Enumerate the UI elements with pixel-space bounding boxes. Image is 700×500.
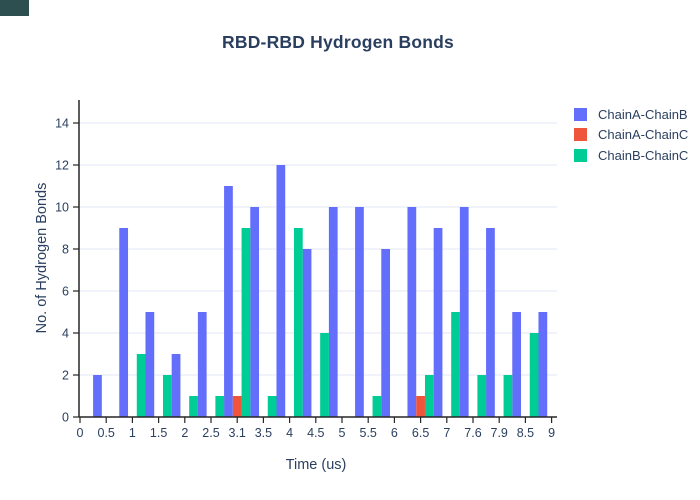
bar-ChainA-ChainB-x2[interactable]	[171, 354, 181, 417]
legend-swatch-ChainA-ChainC	[574, 128, 587, 142]
bar-ChainA-ChainB-x5.5[interactable]	[355, 207, 364, 417]
x-tick-label-3.5: 3.5	[255, 426, 272, 440]
y-tick-label-10: 10	[55, 201, 69, 215]
bar-ChainB-ChainC-x1.5[interactable]	[162, 375, 172, 417]
x-tick-label-6: 6	[391, 426, 398, 440]
bar-ChainB-ChainC-x2.5[interactable]	[215, 396, 225, 417]
x-tick-label-7.9: 7.9	[491, 426, 508, 440]
x-tick-label-5: 5	[339, 426, 346, 440]
bar-ChainA-ChainB-x9[interactable]	[538, 312, 548, 417]
bar-ChainA-ChainB-x6[interactable]	[381, 249, 391, 417]
x-tick-label-1.5: 1.5	[150, 426, 167, 440]
bar-ChainA-ChainB-x0.5[interactable]	[93, 375, 102, 417]
bar-ChainA-ChainB-x6.5[interactable]	[407, 207, 417, 417]
x-tick-label-8.5: 8.5	[517, 426, 534, 440]
legend-swatch-ChainB-ChainC	[574, 148, 587, 162]
x-tick-label-1: 1	[129, 426, 136, 440]
x-tick-label-0: 0	[77, 426, 84, 440]
bar-ChainA-ChainB-x1[interactable]	[119, 228, 129, 417]
bar-ChainB-ChainC-x8.5[interactable]	[529, 333, 539, 417]
x-tick-label-0.5: 0.5	[98, 426, 115, 440]
x-tick-label-6.5: 6.5	[412, 426, 429, 440]
x-tick-label-2.5: 2.5	[202, 426, 219, 440]
legend-swatch-ChainA-ChainB	[574, 107, 587, 121]
y-tick-label-6: 6	[62, 285, 69, 299]
y-axis-title: No. of Hydrogen Bonds	[34, 182, 50, 334]
bar-ChainB-ChainC-x1[interactable]	[136, 354, 146, 417]
bar-ChainB-ChainC-x6.5[interactable]	[424, 375, 434, 417]
y-tick-label-14: 14	[55, 117, 69, 131]
bar-ChainB-ChainC-x3.5[interactable]	[267, 396, 277, 417]
x-tick-label-4.5: 4.5	[307, 426, 324, 440]
legend-item-ChainA-ChainC[interactable]: ChainA-ChainC	[574, 125, 694, 146]
bar-ChainB-ChainC-x3.1[interactable]	[241, 228, 251, 417]
bar-ChainB-ChainC-x7.9[interactable]	[503, 375, 513, 417]
bar-ChainB-ChainC-x7[interactable]	[451, 312, 460, 417]
bar-ChainA-ChainB-x8.5[interactable]	[512, 312, 522, 417]
bar-ChainA-ChainB-x5[interactable]	[328, 207, 338, 417]
x-tick-label-2: 2	[181, 426, 188, 440]
bar-ChainA-ChainB-x7.6[interactable]	[459, 207, 469, 417]
y-tick-label-4: 4	[62, 327, 69, 341]
bar-ChainB-ChainC-x4.5[interactable]	[320, 333, 329, 417]
y-tick-label-0: 0	[62, 411, 69, 425]
legend-label: ChainA-ChainB	[598, 106, 688, 122]
bar-ChainA-ChainB-x3.1[interactable]	[224, 186, 233, 417]
bar-ChainA-ChainB-x4[interactable]	[276, 165, 286, 417]
legend-label: ChainA-ChainC	[598, 127, 689, 143]
bar-ChainA-ChainB-x2.5[interactable]	[197, 312, 207, 417]
legend: ChainA-ChainB ChainA-ChainC ChainB-ChainC	[574, 104, 694, 166]
bar-ChainB-ChainC-x5.5[interactable]	[372, 396, 382, 417]
legend-item-ChainB-ChainC[interactable]: ChainB-ChainC	[574, 145, 694, 166]
x-tick-label-4: 4	[286, 426, 293, 440]
chart-title: RBD-RBD Hydrogen Bonds	[222, 32, 454, 52]
bar-ChainA-ChainB-x3.5[interactable]	[250, 207, 260, 417]
x-tick-label-7.6: 7.6	[464, 426, 481, 440]
bar-ChainA-ChainB-x7.9[interactable]	[486, 228, 495, 417]
bar-ChainA-ChainC-x6.5[interactable]	[416, 396, 425, 417]
corner-badge	[0, 0, 29, 16]
legend-item-ChainA-ChainB[interactable]: ChainA-ChainB	[574, 104, 694, 125]
y-tick-label-8: 8	[62, 243, 69, 257]
bar-ChainB-ChainC-x7.6[interactable]	[477, 375, 487, 417]
y-tick-label-12: 12	[55, 159, 69, 173]
bar-ChainA-ChainC-x3.1[interactable]	[232, 396, 242, 417]
x-tick-label-5.5: 5.5	[360, 426, 377, 440]
bar-ChainB-ChainC-x4[interactable]	[293, 228, 303, 417]
x-tick-label-9: 9	[548, 426, 555, 440]
x-axis-title: Time (us)	[285, 457, 347, 473]
x-tick-label-7: 7	[443, 426, 450, 440]
bar-ChainB-ChainC-x2[interactable]	[189, 396, 198, 417]
legend-label: ChainB-ChainC	[598, 147, 689, 163]
bar-ChainA-ChainB-x4.5[interactable]	[302, 249, 312, 417]
bar-ChainA-ChainB-x1.5[interactable]	[145, 312, 155, 417]
y-tick-label-2: 2	[62, 369, 69, 383]
bar-ChainA-ChainB-x7[interactable]	[433, 228, 443, 417]
x-tick-label-3.1: 3.1	[229, 426, 246, 440]
